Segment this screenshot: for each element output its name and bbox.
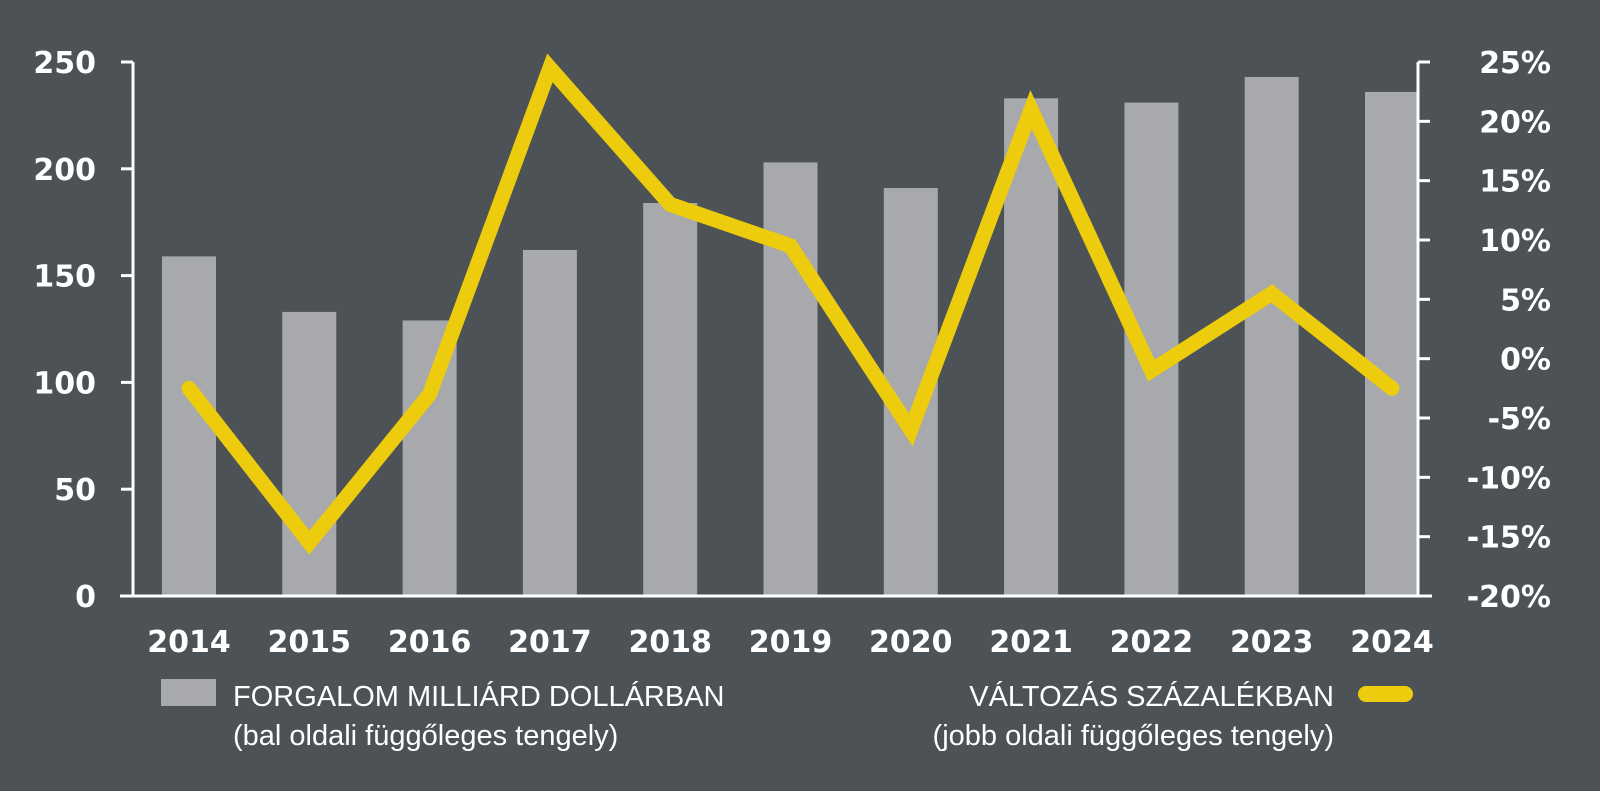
x-tick-label: 2016 <box>388 625 472 660</box>
x-tick-label: 2019 <box>749 625 833 660</box>
bars-layer <box>162 76 1419 597</box>
line-point-2023 <box>1271 292 1273 294</box>
bar-2018 <box>643 202 698 596</box>
line-point-2018 <box>669 203 671 205</box>
right-tick-label: 0% <box>1500 343 1551 378</box>
bar-2019 <box>763 162 818 596</box>
bar-2024 <box>1365 91 1419 597</box>
bar-2014 <box>162 256 216 596</box>
line-point-2019 <box>790 245 791 247</box>
legend-bar-sublabel: (bal oldali függőleges tengely) <box>233 720 618 752</box>
line-layer <box>181 53 1400 555</box>
x-tick-label: 2021 <box>989 625 1073 660</box>
left-tick-label: 100 <box>33 366 96 401</box>
x-tick-label: 2022 <box>1110 625 1194 660</box>
right-tick-label: 20% <box>1479 105 1551 140</box>
right-tick-label: 5% <box>1500 283 1551 318</box>
right-tick-label: -10% <box>1467 461 1551 496</box>
right-tick-label: -20% <box>1467 580 1551 615</box>
x-tick-label: 2017 <box>508 625 592 660</box>
bar-2021 <box>1004 98 1059 596</box>
left-tick-label: 50 <box>54 473 96 508</box>
bar-2022 <box>1124 102 1179 597</box>
left-tick-label: 250 <box>33 46 96 81</box>
legend-bar-swatch <box>161 679 216 706</box>
line-point-2014 <box>188 387 190 389</box>
line-point-2017 <box>549 67 551 69</box>
right-tick-label: -15% <box>1467 521 1551 556</box>
legend: FORGALOM MILLIÁRD DOLLÁRBAN (bal oldali … <box>161 679 1413 752</box>
axes-layer: 0 50 100 150 200 250 -20% -15% -10% -5% 0% 5% 10% 15%… <box>33 46 1551 660</box>
line-point-2020 <box>910 429 912 431</box>
left-tick-label: 150 <box>33 260 96 295</box>
right-tick-label: 25% <box>1479 46 1551 81</box>
bar-2023 <box>1244 76 1299 596</box>
right-tick-label: 15% <box>1479 165 1551 200</box>
left-tick-label: 0 <box>75 580 96 615</box>
legend-line-sublabel: (jobb oldali függőleges tengely) <box>933 720 1334 752</box>
x-tick-label: 2024 <box>1350 625 1434 660</box>
bar-2017 <box>522 249 577 596</box>
x-tick-label: 2018 <box>628 625 712 660</box>
line-point-2021 <box>1030 108 1032 110</box>
legend-bar-label: FORGALOM MILLIÁRD DOLLÁRBAN <box>233 680 725 713</box>
x-tick-label: 2014 <box>147 625 231 660</box>
x-tick-label: 2015 <box>268 625 352 660</box>
line-point-2016 <box>429 393 431 395</box>
legend-line-label: VÁLTOZÁS SZÁZALÉKBAN <box>969 680 1334 713</box>
line-point-2022 <box>1150 370 1152 372</box>
line-point-2024 <box>1391 387 1393 389</box>
right-tick-label: -5% <box>1488 402 1551 437</box>
x-tick-label: 2023 <box>1230 625 1314 660</box>
x-tick-label: 2020 <box>869 625 953 660</box>
line-point-2015 <box>308 542 310 544</box>
right-tick-label: 10% <box>1479 224 1551 259</box>
left-tick-label: 200 <box>33 153 96 188</box>
